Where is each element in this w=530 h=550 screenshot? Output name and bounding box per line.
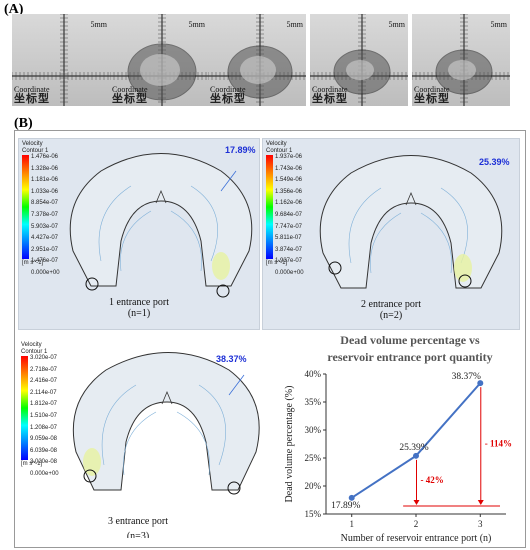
x-tick-label: 3 <box>478 519 483 529</box>
scale-label: 5mm <box>286 20 303 29</box>
data-point <box>477 380 484 387</box>
coordinate-cn-label: 坐标型 <box>210 93 246 105</box>
panel-b-label: (B) <box>14 116 33 131</box>
coordinate-cn-label: 坐标型 <box>14 93 50 105</box>
chart-title: Dead volume percentage vs reservoir entra… <box>327 333 493 364</box>
data-label: 38.37% <box>452 372 481 382</box>
y-tick-label: 40% <box>305 369 322 379</box>
data-label: 17.89% <box>331 501 360 511</box>
data-label: 25.39% <box>399 443 428 453</box>
photo-frame: 3 min5mmCoordinate坐标型 <box>310 14 408 106</box>
data-point <box>348 494 355 501</box>
velocity-legend-title: Velocity Contour 1 <box>266 141 293 154</box>
photo-frame: 4 min5mmCoordinate坐标型 <box>412 14 510 106</box>
scale-label: 5mm <box>388 20 405 29</box>
simulation-3: Velocity Contour 1 3.020e-07 2.718e-07 2.41… <box>18 340 276 538</box>
sim-caption: 1 entrance port (n=1) <box>109 297 169 319</box>
velocity-unit: [m s^-1] <box>266 260 288 266</box>
colorbar-values: 3.020e-07 2.718e-07 2.416e-07 2.114e-07 1.81… <box>30 355 59 477</box>
dead-volume-percent: 38.37% <box>216 354 247 364</box>
panel-a-label: (A) <box>4 2 24 17</box>
dead-volume-percent: 25.39% <box>479 157 510 167</box>
x-axis-label: Number of reservoir entrance port (n) <box>341 533 492 544</box>
data-point <box>413 452 419 459</box>
colorbar-values: 1.937e-06 1.743e-06 1.549e-06 1.356e-06 1.16… <box>275 154 304 276</box>
sim-caption: 3 entrance port (n=3) <box>108 516 168 538</box>
dead-volume-percent: 17.89% <box>225 145 256 155</box>
coordinate-label: Coordinate <box>312 85 348 94</box>
simulation-2: Velocity Contour 1 1.937e-06 1.743e-06 1.54… <box>262 138 520 330</box>
x-tick-label: 2 <box>414 519 419 529</box>
annotation-label: - 114% <box>485 439 512 449</box>
ruler-grid <box>310 14 408 106</box>
ruler-grid <box>12 14 110 106</box>
y-tick-label: 25% <box>305 453 322 463</box>
y-tick-label: 20% <box>305 481 322 491</box>
reservoir-geometry <box>69 153 253 298</box>
dead-volume-chart: 15% 20% 25% 30% 35% 40% 1 2 3 Number of reservoir… <box>284 369 512 544</box>
coordinate-label: Coordinate <box>210 85 246 94</box>
y-tick-label: 15% <box>305 509 322 519</box>
reservoir-geometry <box>319 155 503 289</box>
annotation-arrowhead <box>477 500 484 505</box>
colorbar <box>22 155 29 259</box>
sim-caption: 2 entrance port (n=2) <box>361 299 421 321</box>
scale-label: 5mm <box>188 20 205 29</box>
colorbar-values: 1.476e-06 1.328e-06 1.181e-06 1.033e-06 8.85… <box>31 154 60 276</box>
coordinate-cn-label: 坐标型 <box>112 93 148 105</box>
colorbar <box>266 155 273 259</box>
velocity-unit: [m s^-1] <box>21 461 43 467</box>
coordinate-cn-label: 坐标型 <box>312 93 348 105</box>
velocity-legend-title: Velocity Contour 1 <box>22 141 49 154</box>
photo-frame: 0 min5mmCoordinate坐标型 <box>12 14 110 106</box>
ruler-grid <box>412 14 510 106</box>
coordinate-label: Coordinate <box>414 85 450 94</box>
colorbar <box>21 356 28 460</box>
ruler-grid <box>110 14 208 106</box>
reservoir-geometry <box>72 352 260 495</box>
simulation-1: Velocity Contour 1 1.476e-06 1.328e-06 1.18… <box>18 138 260 330</box>
coordinate-cn-label: 坐标型 <box>414 93 450 105</box>
y-tick-label: 35% <box>305 397 322 407</box>
coordinate-label: Coordinate <box>14 85 50 94</box>
photo-frame: 2 min5mmCoordinate坐标型 <box>208 14 306 106</box>
scale-label: 5mm <box>90 20 107 29</box>
photo-frame: 1 min5mmCoordinate坐标型 <box>110 14 208 106</box>
x-tick-label: 1 <box>349 519 354 529</box>
velocity-legend-title: Velocity Contour 1 <box>21 342 48 355</box>
y-axis-label: Dead volume percentage (%) <box>284 386 295 503</box>
coordinate-label: Coordinate <box>112 85 148 94</box>
y-tick-label: 30% <box>305 425 322 435</box>
annotation-arrowhead <box>413 500 420 505</box>
ruler-grid <box>208 14 306 106</box>
annotation-label: - 42% <box>421 475 444 485</box>
velocity-unit: [m s^-1] <box>22 260 44 266</box>
scale-label: 5mm <box>490 20 507 29</box>
